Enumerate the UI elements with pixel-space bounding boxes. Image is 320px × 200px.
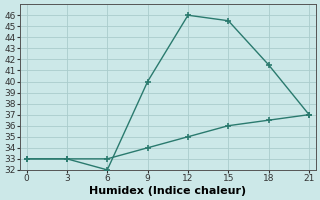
X-axis label: Humidex (Indice chaleur): Humidex (Indice chaleur) [89,186,246,196]
